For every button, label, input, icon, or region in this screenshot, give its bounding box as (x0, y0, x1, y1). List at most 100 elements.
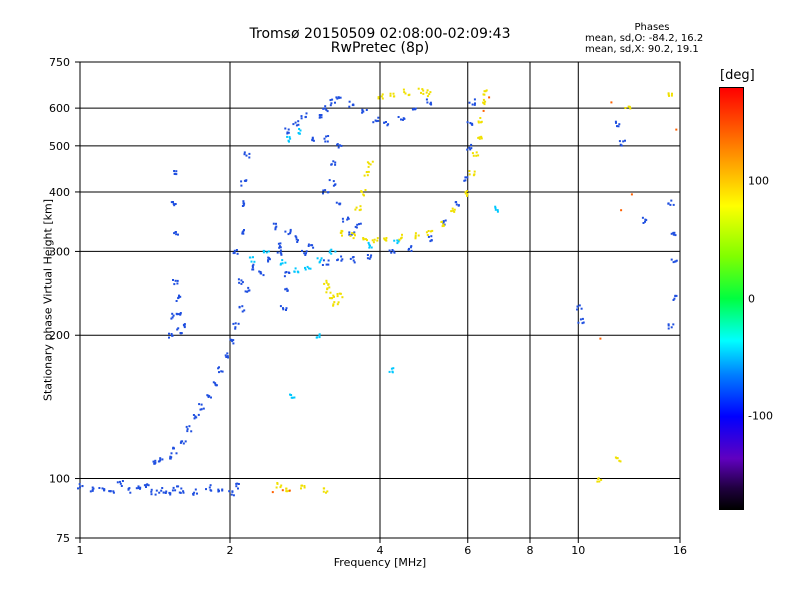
data-point (465, 190, 468, 193)
data-point (278, 246, 281, 249)
data-point (202, 407, 205, 410)
data-point (674, 234, 677, 237)
data-point (600, 478, 603, 481)
data-point (315, 336, 318, 339)
data-point (391, 249, 394, 251)
data-point (469, 148, 472, 151)
data-point (293, 270, 296, 273)
data-point (231, 490, 234, 493)
data-point (577, 321, 580, 324)
data-point (173, 232, 176, 235)
data-point (372, 241, 375, 244)
data-point (177, 327, 180, 330)
data-point (474, 102, 476, 105)
data-point (305, 250, 308, 253)
data-point (175, 170, 178, 173)
data-point (232, 322, 235, 325)
data-point (175, 452, 178, 455)
data-point (327, 135, 330, 137)
data-point (178, 294, 180, 297)
data-point (466, 193, 469, 196)
data-point (443, 223, 446, 226)
data-point (288, 272, 291, 274)
data-point (353, 232, 356, 235)
data-point (596, 480, 599, 483)
data-point (352, 259, 355, 262)
data-point (244, 290, 247, 293)
data-point (427, 230, 430, 232)
data-point (672, 231, 675, 234)
data-point (673, 231, 676, 234)
data-point (300, 117, 303, 120)
x-tick-label: 10 (571, 544, 585, 557)
data-point (480, 135, 483, 138)
data-point (599, 337, 602, 340)
data-point (241, 310, 244, 313)
data-point (200, 403, 203, 406)
data-point (364, 238, 367, 241)
data-point (429, 240, 432, 243)
data-point (389, 92, 392, 95)
data-point (400, 236, 403, 239)
data-point (392, 95, 395, 98)
data-point (581, 322, 584, 325)
data-point (618, 459, 621, 462)
data-point (238, 281, 241, 284)
data-point (318, 116, 321, 119)
data-point (410, 249, 413, 252)
data-point (143, 484, 146, 487)
data-point (336, 259, 339, 262)
data-point (325, 291, 328, 294)
data-point (667, 92, 670, 95)
data-point (129, 491, 132, 494)
data-point (338, 144, 341, 147)
data-point (393, 251, 396, 254)
data-point (616, 125, 618, 128)
data-point (245, 154, 248, 157)
colorbar-unit: [deg] (720, 68, 755, 83)
data-point (618, 140, 621, 143)
data-point (672, 323, 675, 326)
data-point (283, 275, 286, 278)
data-point (237, 322, 240, 325)
data-point (279, 486, 282, 489)
data-point (301, 249, 303, 252)
data-point (348, 233, 351, 236)
data-point (324, 107, 327, 110)
data-point (324, 105, 327, 108)
data-point (615, 457, 618, 460)
data-point (208, 486, 211, 489)
data-point (286, 289, 289, 292)
data-point (494, 208, 497, 211)
data-point (380, 95, 383, 98)
data-point (366, 174, 369, 177)
data-point (210, 396, 212, 399)
data-point (337, 96, 340, 99)
data-point (218, 371, 220, 374)
data-point (333, 295, 335, 298)
data-point (303, 485, 306, 487)
data-point (488, 96, 491, 99)
data-point (243, 309, 246, 312)
data-point (212, 381, 215, 384)
data-point (381, 97, 384, 100)
data-point (341, 217, 344, 220)
data-point (159, 457, 162, 460)
data-point (366, 254, 369, 256)
data-point (420, 91, 422, 94)
data-point (285, 287, 288, 290)
data-point (427, 235, 430, 238)
data-point (392, 92, 395, 95)
data-point (194, 488, 197, 491)
data-point (281, 489, 284, 492)
data-point (161, 487, 164, 489)
data-point (468, 173, 471, 176)
data-point (471, 122, 474, 125)
data-point (385, 237, 388, 239)
data-point (172, 201, 174, 203)
data-point (309, 267, 312, 270)
data-point (390, 367, 393, 370)
data-point (404, 92, 407, 95)
data-point (335, 201, 338, 204)
data-point (280, 484, 283, 487)
